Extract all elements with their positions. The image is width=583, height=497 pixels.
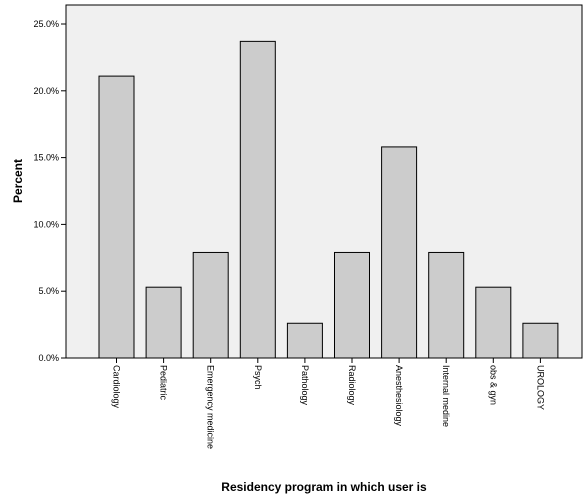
y-axis-title: Percent <box>11 159 25 203</box>
y-tick-label: 0.0% <box>38 353 59 363</box>
x-tick-label: obs & gyn <box>488 365 498 405</box>
x-axis-title: Residency program in which user is <box>221 480 427 494</box>
x-tick-label: Radiology <box>347 365 357 406</box>
x-tick-label: Psych <box>253 365 263 390</box>
x-tick-label: Pediatric <box>159 365 169 401</box>
y-tick-label: 5.0% <box>38 286 59 296</box>
y-axis: 0.0% 5.0% 10.0% 15.0% 20.0% 25.0% <box>33 19 66 363</box>
bar-anesthesiology <box>381 146 418 359</box>
x-tick-label: UROLOGY <box>535 365 545 410</box>
x-tick-label: Cardiology <box>112 365 122 409</box>
y-tick-label: 20.0% <box>33 86 59 96</box>
x-axis: Cardiology Pediatric Emergency medicine Psy… <box>112 358 545 449</box>
x-tick-label: Emergency medicine <box>206 365 216 449</box>
bar-pediatric <box>145 286 182 359</box>
x-tick-label: Internal medine <box>441 365 451 427</box>
x-tick-label: Anesthesiology <box>394 365 404 427</box>
bar-internal-medine <box>428 251 465 359</box>
bar-psych <box>239 40 276 359</box>
y-tick-label: 25.0% <box>33 19 59 29</box>
bar-cardiology <box>98 75 135 359</box>
bar-emergency-medicine <box>192 251 229 359</box>
bar-urology <box>522 322 559 359</box>
bar-radiology <box>334 251 370 359</box>
y-tick-label: 15.0% <box>33 153 59 163</box>
bar-pathology <box>286 322 323 359</box>
bars <box>98 40 559 359</box>
x-tick-label: Pathology <box>300 365 310 406</box>
bar-obs-gyn <box>475 286 512 359</box>
y-tick-label: 10.0% <box>33 219 59 229</box>
